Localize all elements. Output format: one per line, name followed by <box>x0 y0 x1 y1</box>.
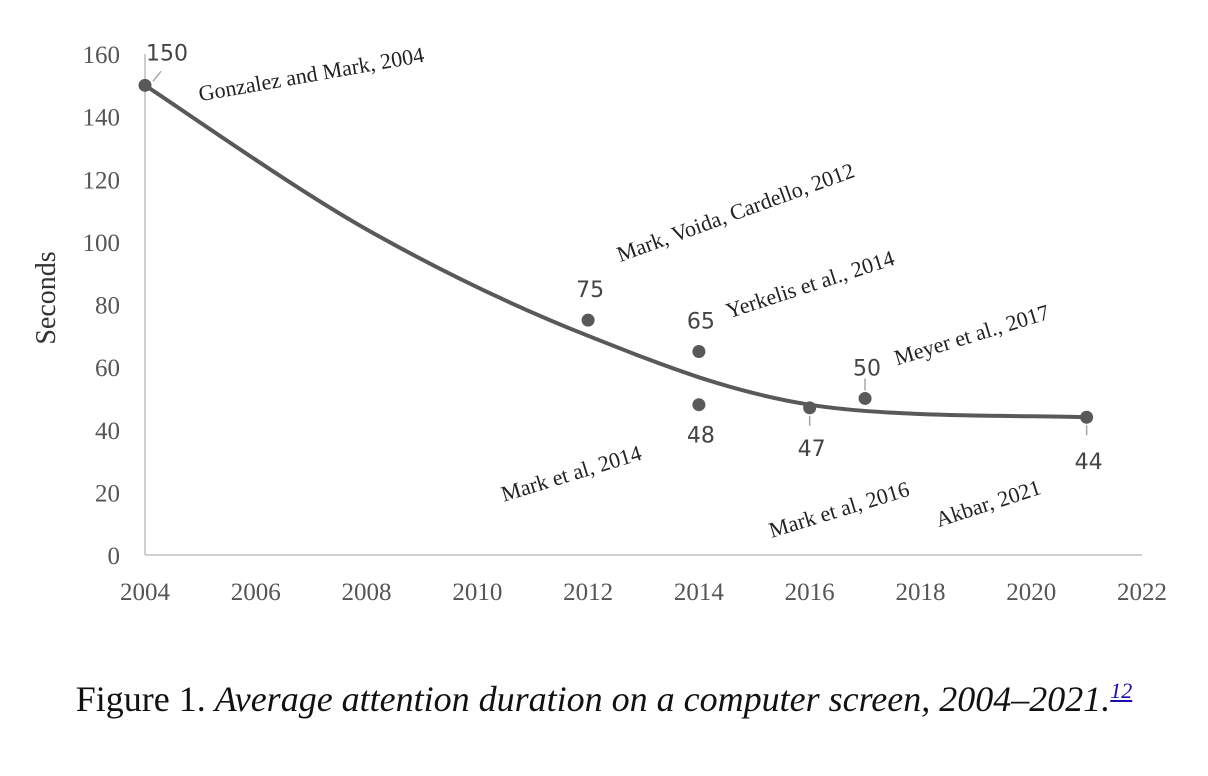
label-leader-lines <box>152 70 1088 436</box>
x-tick-label: 2020 <box>1006 579 1056 606</box>
point-annotation: Mark, Voida, Cardello, 2012 <box>613 158 857 267</box>
data-value-label: 47 <box>798 437 826 462</box>
y-axis-ticks: 0 20 40 60 80 100 120 140 160 <box>83 42 121 570</box>
x-tick-label: 2008 <box>342 579 392 606</box>
x-tick-label: 2004 <box>120 579 171 606</box>
trendline <box>143 83 1087 420</box>
data-point <box>803 401 817 415</box>
x-tick-label: 2022 <box>1117 579 1167 606</box>
point-annotations: Gonzalez and Mark, 2004 Mark, Voida, Card… <box>197 42 1053 543</box>
y-tick-label: 160 <box>83 42 121 69</box>
y-axis-label: Seconds <box>31 251 62 344</box>
data-point <box>1080 410 1094 424</box>
y-tick-label: 20 <box>95 480 120 507</box>
y-tick-label: 0 <box>108 543 121 570</box>
point-annotation: Yerkelis et al., 2014 <box>723 245 898 323</box>
data-value-label: 48 <box>687 424 715 449</box>
x-tick-label: 2006 <box>231 579 281 606</box>
y-tick-label: 100 <box>83 230 121 257</box>
data-point <box>692 398 706 412</box>
caption-title: Average attention duration on a computer… <box>214 679 1111 719</box>
x-tick-label: 2016 <box>785 579 835 606</box>
y-tick-label: 140 <box>83 105 121 132</box>
x-tick-label: 2010 <box>452 579 502 606</box>
data-value-label: 65 <box>687 309 715 334</box>
y-tick-label: 80 <box>95 293 120 320</box>
data-points <box>138 78 1094 424</box>
x-tick-label: 2012 <box>563 579 613 606</box>
data-point <box>138 78 152 92</box>
point-annotation: Mark et al, 2016 <box>766 476 912 542</box>
data-point <box>858 391 872 405</box>
data-point <box>692 344 706 358</box>
data-value-label: 75 <box>576 278 604 303</box>
x-tick-label: 2018 <box>895 579 945 606</box>
data-value-labels: 150 75 65 48 47 50 44 <box>146 41 1103 475</box>
figure-caption: Figure 1. Average attention duration on … <box>0 668 1208 722</box>
caption-figure-number: Figure 1. <box>75 679 215 719</box>
data-point <box>581 313 595 327</box>
y-tick-label: 40 <box>95 418 120 445</box>
x-tick-label: 2014 <box>674 579 725 606</box>
point-annotation: Mark et al, 2014 <box>498 440 644 506</box>
point-annotation: Akbar, 2021 <box>932 474 1043 531</box>
data-value-label: 50 <box>853 356 881 381</box>
data-value-label: 44 <box>1075 450 1103 475</box>
y-tick-label: 120 <box>83 167 121 194</box>
x-axis-ticks: 2004 2006 2008 2010 2012 2014 2016 2018 2020 2022 <box>120 579 1167 606</box>
point-annotation: Gonzalez and Mark, 2004 <box>197 42 426 106</box>
data-value-label: 150 <box>146 41 188 66</box>
leader-line <box>152 70 162 82</box>
y-tick-label: 60 <box>95 355 120 382</box>
caption-reference-link[interactable]: 12 <box>1110 678 1133 703</box>
point-annotation: Meyer et al., 2017 <box>891 299 1052 370</box>
